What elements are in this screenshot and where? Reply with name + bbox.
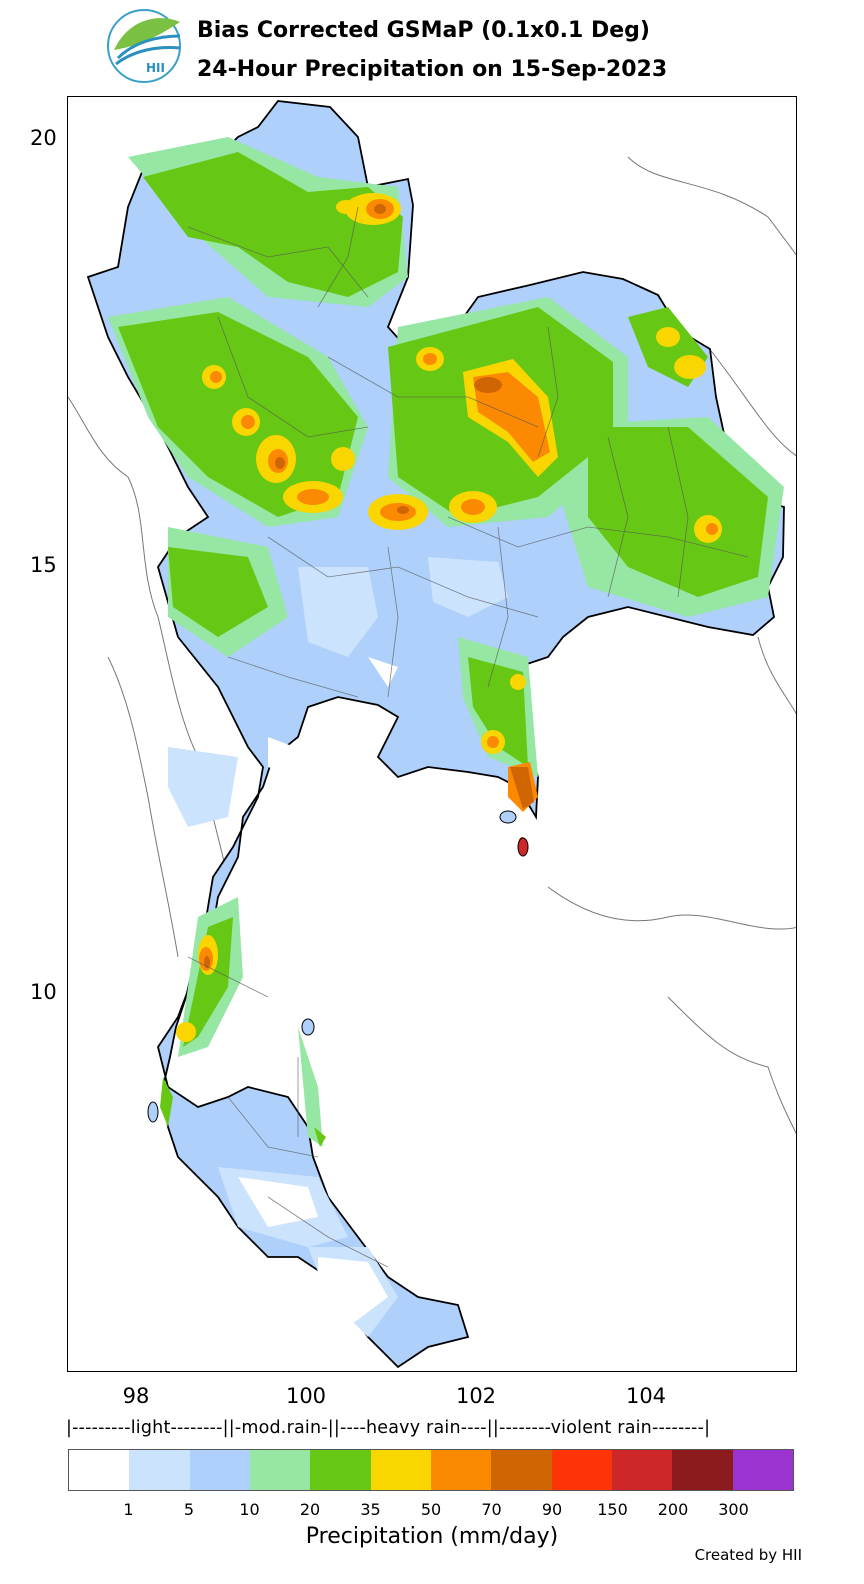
- lat-tick-10: 10: [30, 980, 57, 1004]
- legend-units: Precipitation (mm/day): [305, 1524, 559, 1549]
- legend-tick-4: 35: [360, 1500, 381, 1519]
- lon-tick-100: 100: [285, 1384, 327, 1408]
- legend-swatch-0: [69, 1450, 130, 1490]
- legend-tick-2: 10: [239, 1500, 260, 1519]
- islands: [147, 810, 529, 1123]
- legend-tick-10: 300: [718, 1500, 749, 1519]
- legend-swatch-7: [491, 1450, 552, 1490]
- lon-tick-98: 98: [122, 1384, 150, 1408]
- legend-swatch-10: [672, 1450, 733, 1490]
- precipitation-map: [67, 96, 797, 1372]
- lon-tick-102: 102: [455, 1384, 497, 1408]
- legend-category-labels: |---------light--------||-mod.rain-||---…: [66, 1418, 711, 1438]
- light-rain-patches: [168, 557, 508, 1337]
- map-subtitle: 24-Hour Precipitation on 15-Sep-2023: [197, 57, 668, 82]
- legend-tick-8: 150: [597, 1500, 628, 1519]
- legend-swatch-6: [430, 1450, 492, 1490]
- lon-tick-104: 104: [625, 1384, 667, 1408]
- legend-tick-7: 90: [541, 1500, 563, 1519]
- legend-tick-0: 1: [123, 1500, 134, 1519]
- legend-swatch-5: [370, 1450, 431, 1490]
- thailand-land: [86, 100, 785, 1369]
- lat-tick-20: 20: [30, 126, 57, 150]
- province-borders: [187, 206, 749, 1268]
- legend-tick-9: 200: [657, 1500, 689, 1519]
- legend-tick-5: 50: [420, 1500, 442, 1519]
- legend-swatch-4: [310, 1450, 371, 1490]
- legend-tick-6: 70: [481, 1500, 502, 1519]
- hii-logo: HII: [100, 6, 188, 92]
- legend-swatch-9: [611, 1450, 673, 1490]
- logo-text: HII: [146, 61, 165, 75]
- no-rain-patches: [238, 657, 398, 1327]
- legend-tick-1: 5: [183, 1500, 195, 1519]
- legend-tick-3: 20: [299, 1500, 321, 1519]
- legend-swatch-3: [249, 1450, 311, 1490]
- lat-tick-15: 15: [30, 553, 57, 577]
- legend-swatch-1: [129, 1450, 190, 1490]
- legend-swatch-11: [732, 1450, 793, 1490]
- legend-colorbar: [68, 1449, 794, 1491]
- legend-swatch-8: [551, 1450, 612, 1490]
- credit-text: Created by HII: [694, 1546, 802, 1564]
- map-title: Bias Corrected GSMaP (0.1x0.1 Deg): [197, 18, 650, 43]
- legend-swatch-2: [189, 1450, 250, 1490]
